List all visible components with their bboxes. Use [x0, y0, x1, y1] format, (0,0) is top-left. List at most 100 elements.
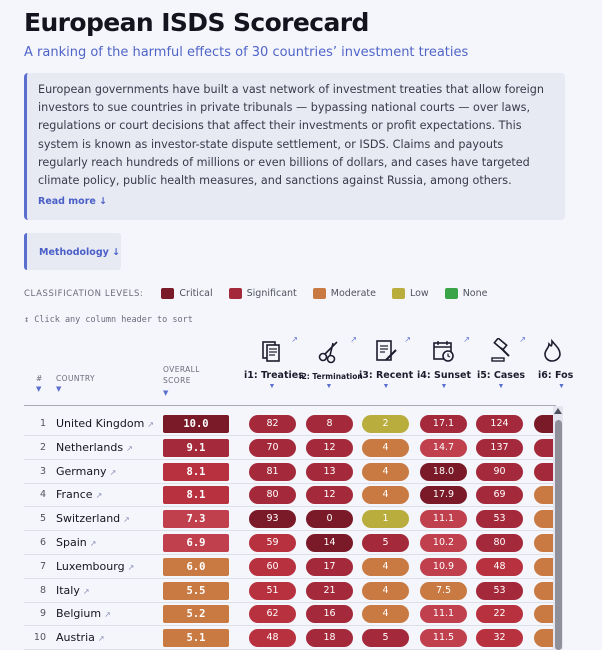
indicator-cell [534, 463, 554, 481]
indicator-cell: 69 [476, 486, 523, 504]
country-name: Luxembourg [56, 560, 125, 573]
flame-icon [544, 338, 561, 362]
scroll-up-arrow-icon[interactable] [554, 408, 562, 414]
indicator-cell: 81 [249, 463, 296, 481]
sort-arrow-icon: ▼ [56, 385, 62, 393]
read-more-link[interactable]: Read more ↓ [38, 196, 108, 208]
indicator-cell [534, 439, 554, 457]
column-header-cases[interactable]: ↗ i5: Cases ▼ [474, 335, 528, 390]
sort-arrow-icon: ▼ [497, 383, 505, 390]
indicator-cell: 18.0 [420, 463, 467, 481]
overall-score-badge: 9.1 [163, 439, 229, 457]
indicator-cell [534, 558, 554, 576]
country-link[interactable]: Netherlands ↗ [56, 441, 133, 454]
table-row[interactable]: 9 Belgium ↗ 5.2 62 16 4 11.1 22 [24, 602, 556, 626]
legend-label: Low [409, 288, 429, 299]
country-link[interactable]: Italy ↗ [56, 584, 90, 597]
rank-cell: 2 [39, 442, 46, 453]
indicator-cell: 8 [306, 415, 353, 433]
rank-cell: 3 [39, 466, 46, 477]
overall-score-badge: 8.1 [163, 463, 229, 481]
legend-swatch-significant [228, 288, 242, 299]
legend-item-significant: Significant [228, 288, 297, 299]
overall-score-header[interactable]: OVERALL SCORE ▼ [163, 364, 200, 399]
country-link[interactable]: France ↗ [56, 488, 102, 501]
external-link-icon: ↗ [82, 587, 90, 596]
table-row[interactable]: 2 Netherlands ↗ 9.1 70 12 4 14.7 137 [24, 436, 556, 460]
indicator-cell: 5 [362, 534, 409, 552]
table-row[interactable]: 7 Luxembourg ↗ 6.0 60 17 4 10.9 48 [24, 555, 556, 579]
table-row[interactable]: 3 Germany ↗ 8.1 81 13 4 18.0 90 [24, 460, 556, 484]
sort-hint: ↕ Click any column header to sort [24, 315, 193, 325]
pin-icon: ↗ [463, 335, 470, 344]
indicator-cell: 0 [306, 510, 353, 528]
indicator-cell: 21 [306, 582, 353, 600]
country-link[interactable]: Switzerland ↗ [56, 512, 130, 525]
country-link[interactable]: Germany ↗ [56, 465, 116, 478]
country-link[interactable]: United Kingdom ↗ [56, 417, 154, 430]
overall-header-line2: SCORE [163, 376, 191, 385]
indicator-cell [534, 510, 554, 528]
document-stack-icon [262, 341, 280, 362]
column-label: i2: Termination [299, 372, 363, 381]
scrollbar-thumb[interactable] [555, 420, 562, 650]
rank-header[interactable]: # ▼ [36, 374, 43, 393]
country-header[interactable]: COUNTRY ▼ [56, 374, 95, 393]
legend-label: Critical [179, 288, 213, 299]
indicator-cell: 70 [249, 439, 296, 457]
country-link[interactable]: Luxembourg ↗ [56, 560, 134, 573]
legend-title: CLASSIFICATION LEVELS: [24, 288, 144, 299]
indicator-cell: 13 [306, 463, 353, 481]
column-header-recent[interactable]: ↗ i3: Recent ▼ [359, 335, 413, 390]
indicator-cell: 14.7 [420, 439, 467, 457]
indicator-cell: 90 [476, 463, 523, 481]
rank-cell: 4 [39, 489, 46, 500]
indicator-cell: 80 [249, 486, 296, 504]
table-row[interactable]: 8 Italy ↗ 5.5 51 21 4 7.5 53 [24, 579, 556, 603]
table-row[interactable]: 5 Switzerland ↗ 7.3 93 0 1 11.1 53 [24, 507, 556, 531]
legend-label: None [462, 288, 488, 299]
country-link[interactable]: Spain ↗ [56, 536, 96, 549]
pin-icon: ↗ [404, 335, 411, 344]
overall-score-badge: 5.1 [163, 629, 229, 647]
column-header-fossil[interactable]: i6: Fos ▼ [530, 338, 574, 390]
country-name: Belgium [56, 607, 102, 620]
column-header-sunset[interactable]: ↗ i4: Sunset ▼ [416, 335, 472, 390]
rank-cell: 8 [39, 585, 46, 596]
indicator-cell [534, 582, 554, 600]
table-row[interactable]: 4 France ↗ 8.1 80 12 4 17.9 69 [24, 483, 556, 507]
methodology-button[interactable]: Methodology ↓ [24, 233, 121, 270]
sort-arrow-icon: ▼ [163, 389, 169, 397]
sort-arrow-icon: ▼ [325, 383, 333, 390]
sort-arrow-icon: ▼ [268, 383, 276, 390]
indicator-cell: 124 [476, 415, 523, 433]
indicator-cell: 48 [249, 629, 296, 647]
legend-swatch-none [444, 288, 458, 299]
rank-cell: 9 [39, 608, 46, 619]
country-link[interactable]: Austria ↗ [56, 631, 105, 644]
indicator-cell: 17 [306, 558, 353, 576]
country-link[interactable]: Belgium ↗ [56, 607, 111, 620]
external-link-icon: ↗ [127, 563, 135, 572]
indicator-cell [534, 415, 554, 433]
table-row[interactable]: 6 Spain ↗ 6.9 59 14 5 10.2 80 [24, 531, 556, 555]
document-pen-icon [376, 340, 397, 361]
legend-item-low: Low [391, 288, 429, 299]
indicator-cell: 17.9 [420, 486, 467, 504]
column-header-treaties[interactable]: ↗ i1: Treaties ▼ [244, 335, 304, 390]
indicator-cell: 4 [362, 463, 409, 481]
legend-item-critical: Critical [161, 288, 213, 299]
column-header-termination[interactable]: ↗ i2: Termination ▼ [299, 335, 363, 390]
indicator-cell: 4 [362, 486, 409, 504]
page-title: European ISDS Scorecard [24, 8, 369, 37]
external-link-icon: ↗ [123, 515, 130, 524]
indicator-cell: 4 [362, 439, 409, 457]
table-row[interactable]: 10 Austria ↗ 5.1 48 18 5 11.5 32 [24, 626, 556, 650]
indicator-cell [534, 629, 554, 647]
table-row[interactable]: 1 United Kingdom ↗ 10.0 82 8 2 17.1 124 [24, 412, 556, 436]
indicator-cell: 137 [476, 439, 523, 457]
indicator-cell: 17.1 [420, 415, 467, 433]
indicator-cell: 53 [476, 582, 523, 600]
legend-label: Moderate [330, 288, 376, 299]
